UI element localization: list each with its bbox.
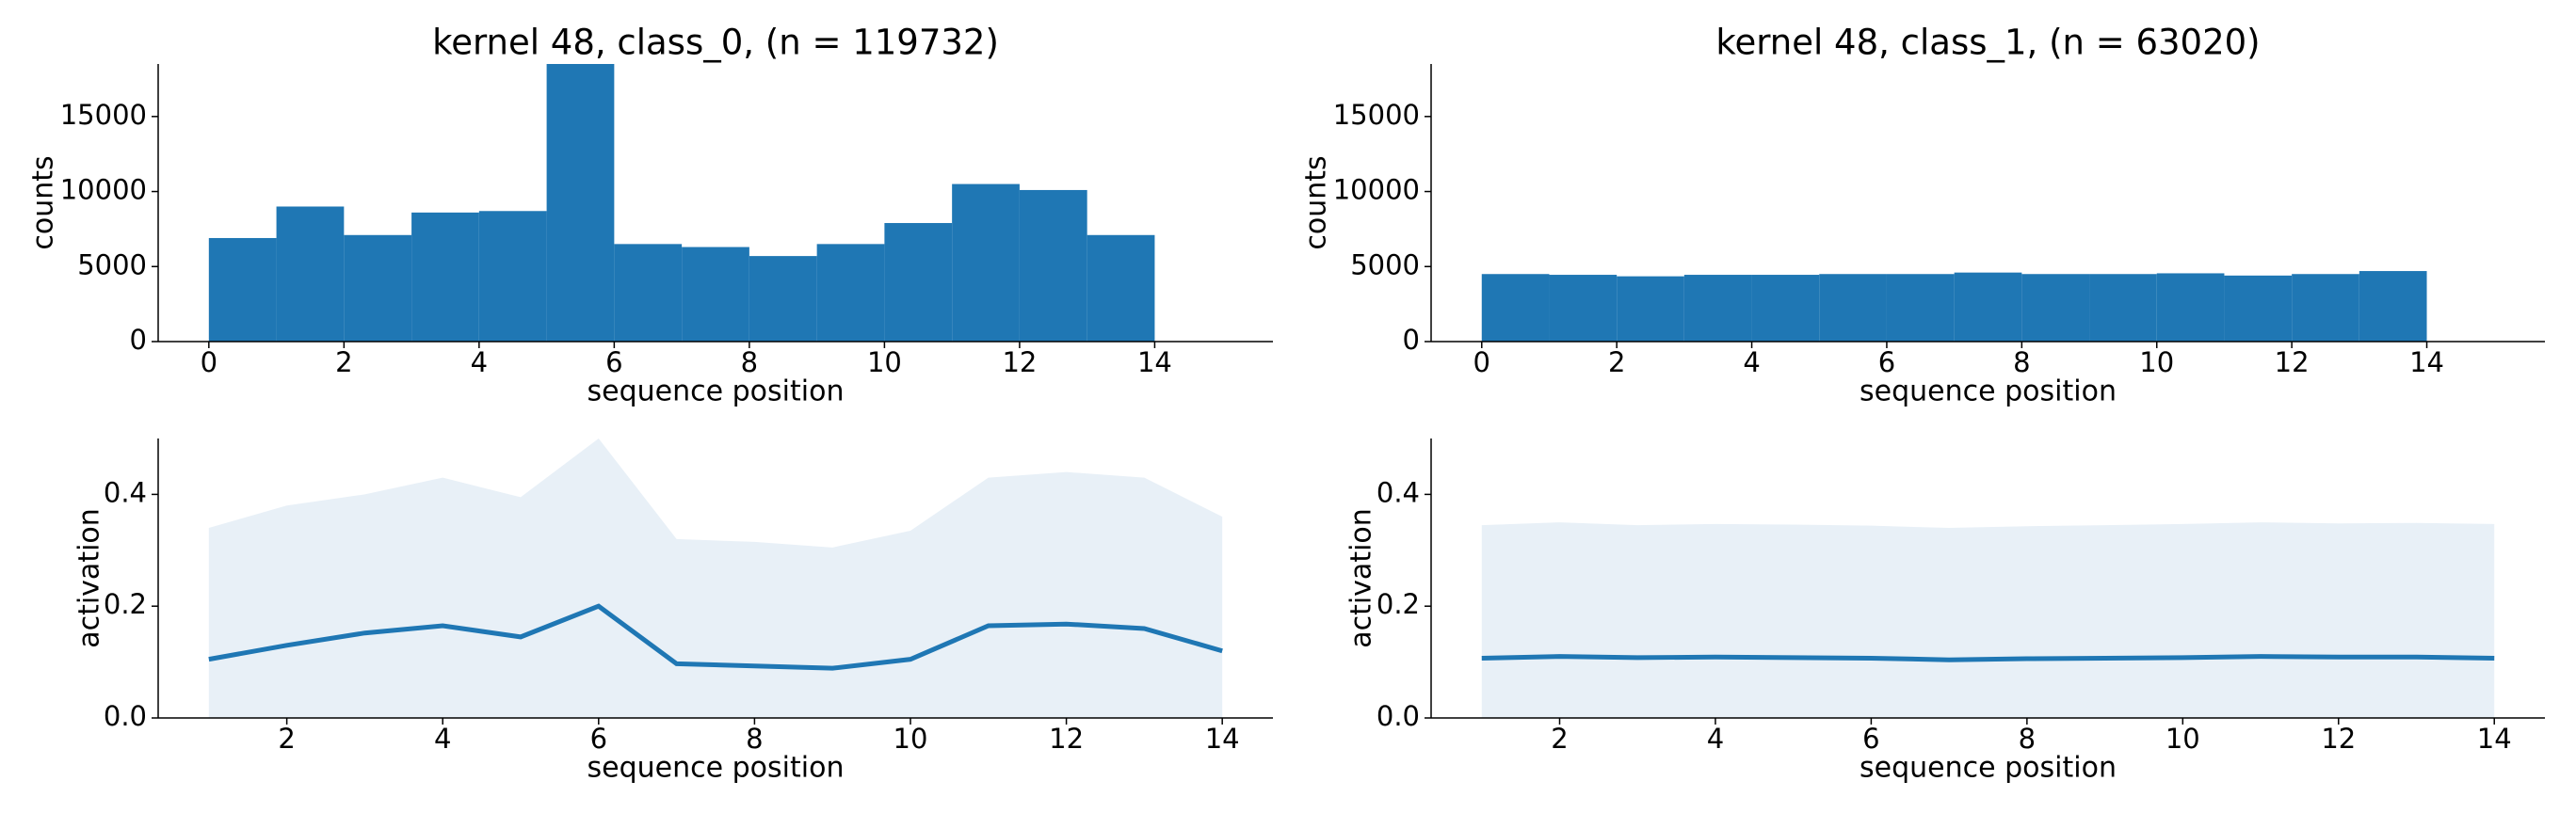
bar <box>884 223 953 342</box>
x-tick-label: 10 <box>894 723 928 755</box>
y-tick-label: 5000 <box>1350 248 1420 280</box>
bar <box>478 211 547 342</box>
band-area <box>208 438 1223 718</box>
bar <box>208 237 277 342</box>
bar <box>1481 274 1550 342</box>
y-tick-label: 0 <box>130 324 147 356</box>
band-area <box>1481 522 2495 718</box>
x-tick-label: 2 <box>1551 723 1568 755</box>
x-tick-label: 14 <box>1205 723 1240 755</box>
x-tick-label: 12 <box>1049 723 1084 755</box>
y-tick-label: 15000 <box>60 99 147 131</box>
bar <box>546 64 615 342</box>
bar <box>1886 274 1955 342</box>
y-tick-label: 0 <box>1403 324 1420 356</box>
bar <box>2224 275 2293 342</box>
x-tick-label: 12 <box>1002 346 1037 378</box>
bar <box>1019 189 1087 342</box>
y-tick-label: 10000 <box>1333 174 1420 206</box>
x-axis-label: sequence position <box>588 375 845 408</box>
x-tick-label: 4 <box>471 346 488 378</box>
y-tick-label: 5000 <box>77 248 147 280</box>
bar <box>411 212 479 342</box>
y-axis-label: counts <box>1300 155 1333 249</box>
bar <box>1087 234 1155 342</box>
bar <box>614 244 683 342</box>
x-tick-label: 2 <box>278 723 295 755</box>
x-tick-label: 0 <box>1473 346 1490 378</box>
x-tick-label: 8 <box>2013 346 2030 378</box>
chart-title: kernel 48, class_0, (n = 119732) <box>432 23 999 63</box>
x-axis-label: sequence position <box>1860 375 2117 408</box>
x-tick-label: 8 <box>746 723 763 755</box>
y-axis-label: activation <box>73 508 106 648</box>
y-tick-label: 15000 <box>1333 99 1420 131</box>
bar <box>682 247 749 342</box>
chart-title: kernel 48, class_1, (n = 63020) <box>1715 23 2260 63</box>
bar <box>952 183 1020 342</box>
bar <box>344 234 412 342</box>
x-tick-label: 4 <box>1743 346 1760 378</box>
x-tick-label: 2 <box>335 346 352 378</box>
x-tick-label: 14 <box>1137 346 1172 378</box>
x-tick-label: 8 <box>2019 723 2036 755</box>
x-tick-label: 0 <box>201 346 217 378</box>
y-axis-label: activation <box>1345 508 1378 648</box>
bar <box>2156 273 2225 342</box>
y-tick-label: 0.2 <box>1377 588 1420 620</box>
mean-line <box>1481 654 2495 662</box>
bar <box>1819 274 1887 342</box>
bar <box>1549 275 1618 342</box>
bar <box>276 206 345 342</box>
mean-line <box>208 603 1223 671</box>
x-axis-label: sequence position <box>588 752 845 785</box>
x-tick-label: 12 <box>2321 723 2356 755</box>
y-tick-label: 0.4 <box>1377 476 1420 508</box>
x-tick-label: 6 <box>590 723 607 755</box>
bar <box>2292 274 2359 342</box>
y-tick-label: 10000 <box>60 174 147 206</box>
x-tick-label: 6 <box>1878 346 1895 378</box>
bar <box>749 256 817 342</box>
x-tick-label: 12 <box>2275 346 2310 378</box>
x-tick-label: 10 <box>2165 723 2200 755</box>
x-tick-label: 8 <box>741 346 758 378</box>
bar <box>2089 274 2157 342</box>
bar <box>1954 272 2022 342</box>
x-tick-label: 6 <box>605 346 622 378</box>
x-tick-label: 6 <box>1862 723 1879 755</box>
y-tick-label: 0.2 <box>104 588 147 620</box>
bar <box>2021 274 2090 342</box>
x-axis-label: sequence position <box>1860 752 2117 785</box>
x-tick-label: 10 <box>867 346 902 378</box>
x-tick-label: 14 <box>2477 723 2512 755</box>
bar <box>1683 275 1752 342</box>
bar <box>816 244 885 342</box>
x-tick-label: 4 <box>1707 723 1724 755</box>
y-tick-label: 0.0 <box>1377 700 1420 732</box>
x-tick-label: 4 <box>434 723 451 755</box>
y-tick-label: 0.0 <box>104 700 147 732</box>
y-tick-label: 0.4 <box>104 476 147 508</box>
bar <box>1617 276 1684 342</box>
bar <box>2359 271 2427 342</box>
x-tick-label: 2 <box>1608 346 1625 378</box>
y-axis-label: counts <box>27 155 60 249</box>
x-tick-label: 14 <box>2409 346 2444 378</box>
bar <box>1751 275 1820 342</box>
x-tick-label: 10 <box>2139 346 2174 378</box>
